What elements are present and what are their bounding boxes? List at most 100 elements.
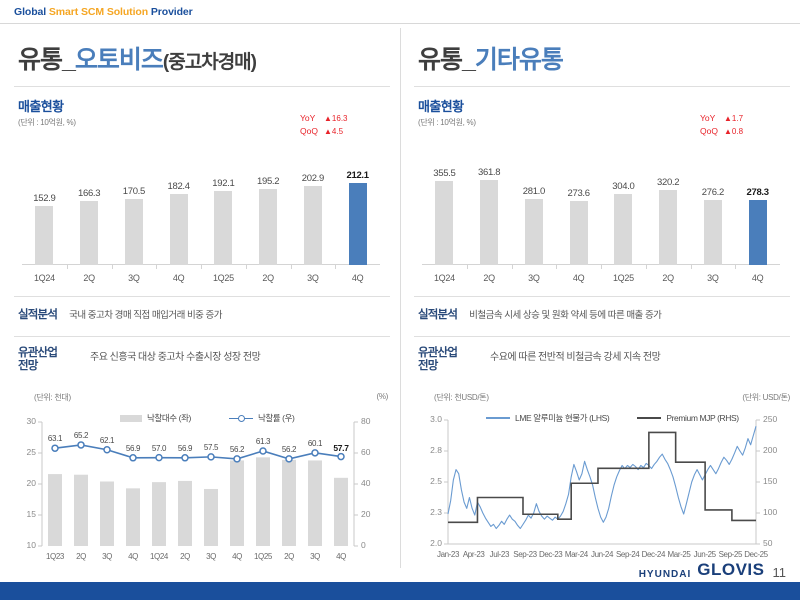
line-legend: LME 알루미늄 현물가 (LHS) Premium MJP (RHS) bbox=[486, 412, 739, 424]
left-outlook-combo-chart: (단위: 천대)(%)1015202530020406080221Q23222Q… bbox=[8, 392, 392, 572]
bar-value-label: 166.3 bbox=[77, 187, 101, 199]
combo-line-value-label: 61.3 bbox=[255, 436, 271, 446]
left-outlook-rule bbox=[14, 336, 390, 337]
line-chart-svg bbox=[444, 419, 760, 545]
bar-value-label: 273.6 bbox=[567, 187, 590, 199]
left-outlook-label: 유관산업 전망 bbox=[18, 347, 80, 373]
right-outlook-rule bbox=[414, 336, 790, 337]
bar-value-label: 212.1 bbox=[346, 169, 369, 181]
bar-column: 304.0 bbox=[612, 129, 635, 265]
bar-value-label: 361.8 bbox=[477, 166, 501, 178]
right-y-tick-label: 60 bbox=[361, 447, 371, 457]
left-qoq-value: ▲4.5 bbox=[324, 126, 344, 136]
left-column: 유통_오토비즈(중고차경매) 매출현황 (단위 : 10억원, %) YoY ▲1… bbox=[0, 24, 400, 576]
bar-category-label: 4Q bbox=[351, 273, 364, 283]
combo-line-value-label: 57.7 bbox=[333, 442, 349, 453]
left-y-tick-label: 15 bbox=[26, 509, 36, 519]
right-sales-heading: 매출현황 bbox=[418, 99, 464, 114]
x-tick-label: Jun-24 bbox=[590, 550, 614, 559]
axis-tick bbox=[290, 264, 292, 269]
left-y-tick-label: 2.5 bbox=[430, 476, 442, 486]
left-axis-unit: (단위: 천대) bbox=[34, 393, 71, 402]
bar-column: 202.9 bbox=[302, 142, 324, 265]
x-tick-label: Dec-25 bbox=[744, 550, 768, 559]
left-sales-head: 매출현황 (단위 : 10억원, %) bbox=[18, 96, 76, 128]
bar-column: 320.2 bbox=[657, 129, 680, 265]
bar-category-label: 1Q25 bbox=[212, 273, 234, 283]
right-column: 유통_기타유통 매출현황 (단위 : 10억원, %) YoY ▲1.7 QoQ ▲… bbox=[400, 24, 800, 576]
combo-line-value-label: 56.9 bbox=[125, 443, 141, 453]
combo-legend: 낙찰대수 (좌) 낙찰률 (우) bbox=[120, 412, 295, 424]
bar-rect bbox=[435, 181, 454, 265]
axis-tick bbox=[645, 264, 647, 269]
bar-column: 152.9 bbox=[33, 142, 56, 265]
combo-line-value-label: 63.1 bbox=[47, 434, 63, 444]
bar-category-label: 3Q bbox=[128, 273, 140, 283]
combo-line-value-label: 65.2 bbox=[73, 430, 89, 440]
bar-value-label: 170.5 bbox=[122, 185, 146, 197]
axis-tick bbox=[111, 264, 113, 269]
right-outlook-text: 수요에 따른 전반적 비철금속 강세 지속 전망 bbox=[490, 352, 661, 363]
left-qoq-label: QoQ bbox=[300, 125, 318, 136]
bar-column: 273.6 bbox=[567, 129, 590, 265]
bar-category-label: 3Q bbox=[307, 273, 319, 283]
right-outlook-label: 유관산업 전망 bbox=[418, 347, 480, 373]
right-y-tick-label: 50 bbox=[763, 538, 773, 548]
left-sales-bar-chart: 152.9 1Q24 166.3 2Q 170.5 3Q 182.4 4Q 192.1 1Q25 1… bbox=[22, 142, 380, 287]
right-y-tick-label: 150 bbox=[763, 476, 778, 486]
x-tick-label: Mar-24 bbox=[564, 550, 588, 559]
combo-x-tick-label: 3Q bbox=[102, 552, 112, 561]
bar-rect bbox=[614, 193, 633, 265]
right-qoq-label: QoQ bbox=[700, 125, 718, 136]
axis-tick bbox=[245, 264, 247, 269]
right-sales-head: 매출현황 (단위 : 10억원, %) bbox=[418, 96, 476, 128]
right-outlook-label-l1: 유관산업 bbox=[418, 347, 458, 359]
x-tick-label: Jan-23 bbox=[436, 550, 460, 559]
left-y-tick-label: 2.3 bbox=[430, 507, 442, 517]
right-qoq-value: ▲0.8 bbox=[724, 126, 744, 136]
x-tick-label: Jul-23 bbox=[489, 550, 510, 559]
left-analysis-rule bbox=[14, 296, 390, 297]
left-outlook-label-l2: 전망 bbox=[18, 360, 38, 373]
right-y-tick-label: 20 bbox=[361, 509, 371, 519]
bar-value-label: 195.2 bbox=[256, 176, 280, 188]
right-yoy-block: YoY ▲1.7 QoQ ▲0.8 bbox=[700, 112, 743, 137]
bar-column: 170.5 bbox=[122, 142, 146, 265]
bar-rect bbox=[659, 189, 678, 265]
combo-x-tick-label: 1Q25 bbox=[254, 552, 272, 561]
bar-value-label: 304.0 bbox=[612, 180, 635, 192]
right-y-tick-label: 80 bbox=[361, 416, 371, 426]
bar-rect bbox=[169, 194, 188, 265]
combo-line-value-label: 57.5 bbox=[203, 442, 219, 452]
bar-rect bbox=[124, 198, 143, 265]
combo-line-value-label: 56.2 bbox=[229, 444, 245, 454]
right-y-tick-label: 0 bbox=[361, 540, 366, 550]
axis-tick bbox=[511, 264, 513, 269]
bar-rect bbox=[748, 199, 767, 265]
right-title-accent: 기타유통 bbox=[474, 46, 564, 74]
bar-category-label: 4Q bbox=[572, 273, 585, 283]
left-yoy-block: YoY ▲16.3 QoQ ▲4.5 bbox=[300, 112, 348, 137]
x-tick-label: Sep-24 bbox=[615, 550, 640, 559]
bar-category-label: 2Q bbox=[483, 273, 495, 283]
bar-column: 166.3 bbox=[77, 142, 101, 265]
legend-label-mjp: Premium MJP (RHS) bbox=[666, 413, 739, 423]
left-title-paren: (중고차경매) bbox=[162, 52, 257, 73]
bar-column: 182.4 bbox=[167, 142, 190, 265]
right-sales-unit: (단위 : 10억원, %) bbox=[418, 118, 476, 127]
right-sales-bar-chart: 355.5 1Q24 361.8 2Q 281.0 3Q 273.6 4Q 304.0 1Q25 3… bbox=[422, 129, 780, 287]
combo-x-tick-label: 1Q24 bbox=[150, 552, 168, 561]
tagline-part-3: Provider bbox=[150, 5, 193, 18]
left-page-title: 유통_오토비즈(중고차경매) bbox=[18, 40, 257, 76]
left-y-tick-label: 10 bbox=[26, 540, 36, 550]
combo-x-tick-label: 2Q bbox=[76, 552, 86, 561]
right-y-tick-label: 200 bbox=[763, 445, 778, 455]
axis-tick bbox=[335, 264, 337, 269]
left-y-tick-label: 25 bbox=[26, 447, 36, 457]
right-analysis-row: 실적분석 비철금속 시세 상승 및 원화 약세 등에 따른 매출 증가 bbox=[418, 306, 662, 322]
bar-category-label: 3Q bbox=[528, 273, 540, 283]
legend-mjp-swatch-icon bbox=[637, 416, 662, 420]
bar-rect bbox=[80, 200, 99, 265]
bar-category-label: 1Q24 bbox=[433, 273, 455, 283]
bar-rect bbox=[348, 182, 367, 265]
